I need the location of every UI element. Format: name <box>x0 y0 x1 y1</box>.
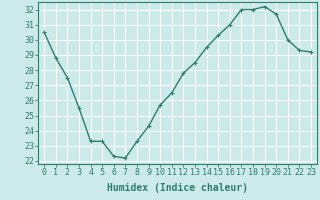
X-axis label: Humidex (Indice chaleur): Humidex (Indice chaleur) <box>107 183 248 193</box>
